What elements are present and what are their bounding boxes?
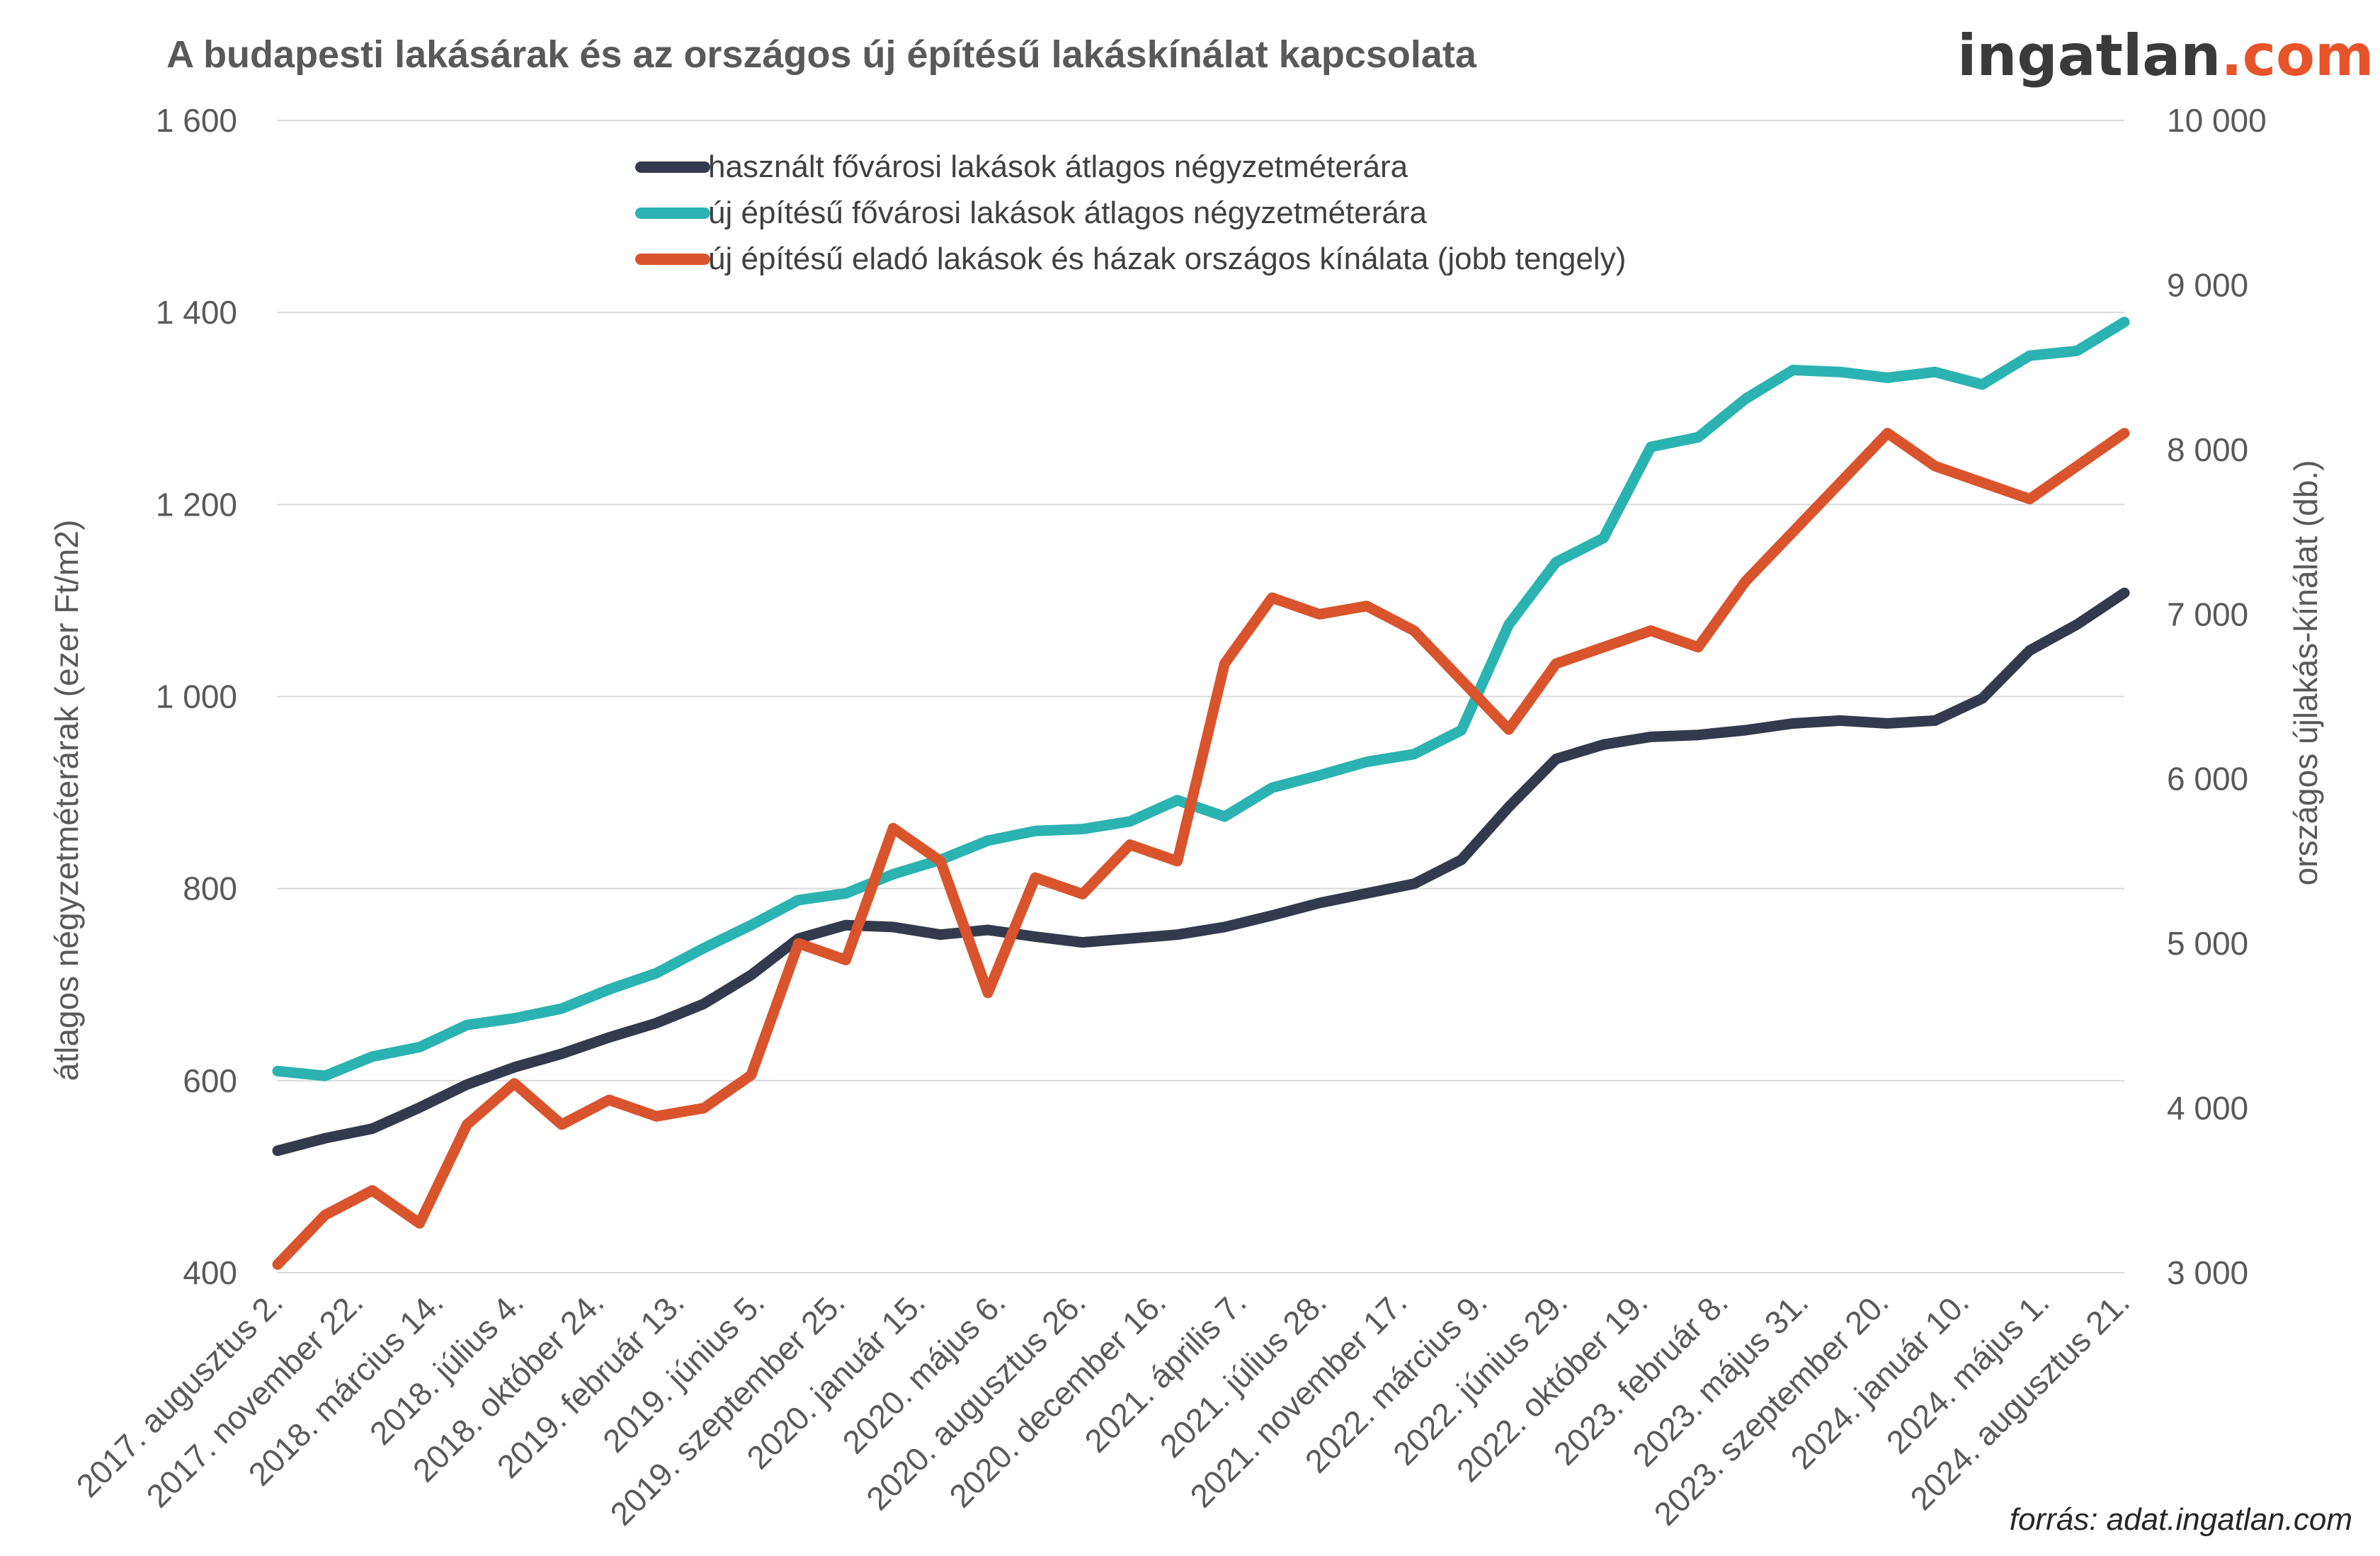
y2-tick-label: 10 000 <box>2167 102 2267 139</box>
logo-main-text: ingatlan <box>1957 23 2221 89</box>
right-axis-title: országos újlakás-kínálat (db.) <box>2287 460 2324 886</box>
series-line-2 <box>272 317 2130 1081</box>
brand-logo: ingatlan.com <box>1957 23 2374 89</box>
series-lines <box>272 317 2130 1270</box>
y2-tick-label: 9 000 <box>2167 266 2248 303</box>
y2-tick-label: 7 000 <box>2167 596 2248 632</box>
y-tick-label: 800 <box>183 870 237 907</box>
source-note: forrás: adat.ingatlan.com <box>2010 1502 2352 1537</box>
series-line-1 <box>272 587 2130 1157</box>
chart-title: A budapesti lakásárak és az országos új … <box>166 33 1477 76</box>
y2-tick-label: 8 000 <box>2167 431 2248 468</box>
y2-tick-label: 3 000 <box>2167 1254 2248 1291</box>
y-tick-label: 400 <box>183 1254 237 1291</box>
y2-tick-label: 4 000 <box>2167 1090 2248 1127</box>
y2-tick-label: 5 000 <box>2167 925 2248 962</box>
y-tick-label: 1 400 <box>156 294 237 331</box>
legend-label: új építésű eladó lakások és házak ország… <box>708 242 1626 276</box>
series-line-3 <box>272 428 2130 1270</box>
left-axis-ticks: 400 600 800 1 000 1 200 1 400 1 600 <box>156 102 237 1291</box>
right-axis-ticks: 3 000 4 000 5 000 6 000 7 000 8 000 9 000 10 00… <box>2167 102 2267 1291</box>
legend: használt fővárosi lakások átlagos négyze… <box>635 149 1626 276</box>
y2-tick-label: 6 000 <box>2167 761 2248 797</box>
legend-label: használt fővárosi lakások átlagos négyze… <box>708 149 1408 184</box>
y-tick-label: 1 200 <box>156 486 237 523</box>
y-tick-label: 1 600 <box>156 102 237 139</box>
x-axis-ticks: 2017. augusztus 2.2017. november 22.2018… <box>69 1283 2136 1532</box>
logo-suffix-text: .com <box>2221 23 2374 89</box>
gridlines <box>278 120 2124 1273</box>
svg-text:ingatlan.com: ingatlan.com <box>1957 23 2374 89</box>
y-tick-label: 600 <box>183 1062 237 1099</box>
y-tick-label: 1 000 <box>156 678 237 715</box>
left-axis-title: átlagos négyzetméterárak (ezer Ft/m2) <box>48 520 85 1081</box>
legend-label: új építésű fővárosi lakások átlagos négy… <box>708 195 1428 230</box>
